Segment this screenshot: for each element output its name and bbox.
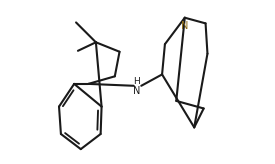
Text: H: H bbox=[133, 77, 140, 86]
Text: N: N bbox=[133, 85, 140, 95]
Text: N: N bbox=[181, 21, 188, 31]
